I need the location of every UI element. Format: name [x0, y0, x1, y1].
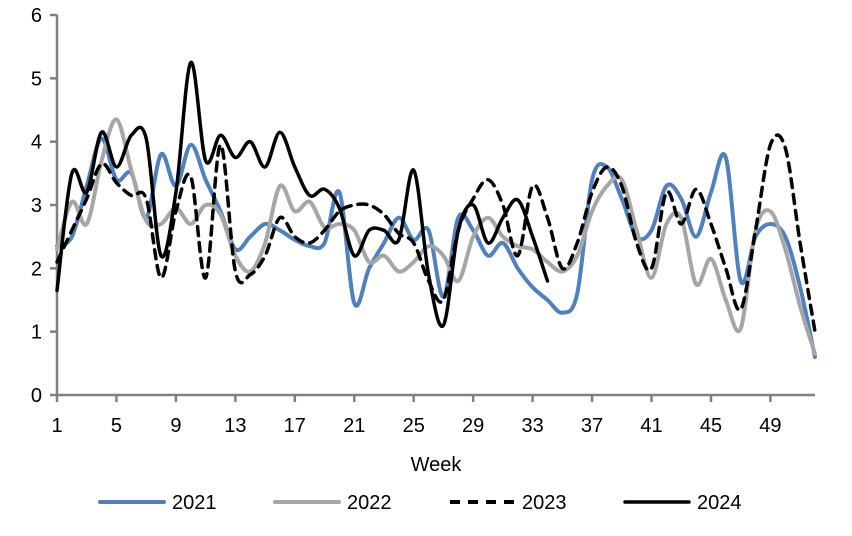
y-tick-label: 4 [31, 132, 42, 154]
legend-label-2024: 2024 [697, 492, 742, 514]
series-line-2022 [55, 117, 817, 356]
legend-item-2021: 2021 [98, 492, 217, 514]
x-tick-label: 29 [462, 415, 484, 437]
y-tick-label: 6 [31, 5, 42, 27]
x-tick-label: 13 [224, 415, 246, 437]
legend-item-2022: 2022 [273, 492, 392, 514]
x-tick-label: 25 [403, 415, 425, 437]
axis-lines [55, 15, 815, 397]
series-line-2024 [55, 60, 550, 329]
x-tick-label: 5 [111, 415, 122, 437]
x-tick-label: 33 [521, 415, 543, 437]
x-tick-label: 1 [51, 415, 62, 437]
legend-item-2024: 2024 [623, 492, 742, 514]
legend-label-2023: 2023 [522, 492, 567, 514]
chart-legend: 2021 2022 2023 2024 [98, 492, 742, 514]
legend-label-2022: 2022 [347, 492, 392, 514]
y-tick-label: 3 [31, 195, 42, 217]
y-tick-label: 0 [31, 385, 42, 407]
series-line-2021 [55, 136, 817, 359]
x-tick-label: 41 [640, 415, 662, 437]
x-tick-label: 21 [343, 415, 365, 437]
x-tick-label: 9 [170, 415, 181, 437]
legend-item-2023: 2023 [450, 492, 567, 514]
legend-label-2021: 2021 [172, 492, 217, 514]
y-tick-label: 2 [31, 258, 42, 280]
y-tick-label: 5 [31, 68, 42, 90]
x-tick-label: 17 [284, 415, 306, 437]
y-tick-label: 1 [31, 322, 42, 344]
x-axis-title: Week [411, 454, 463, 476]
x-tick-label: 45 [700, 415, 722, 437]
x-tick-label: 49 [759, 415, 781, 437]
x-tick-label: 37 [581, 415, 603, 437]
